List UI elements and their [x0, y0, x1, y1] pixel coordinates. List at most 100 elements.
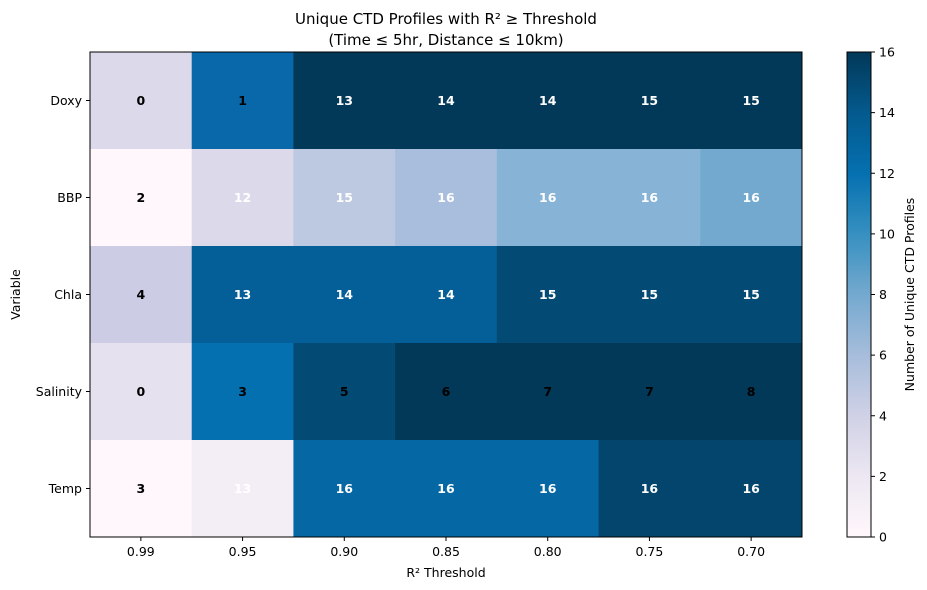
x-axis: 0.99 0.95 0.90 0.85 0.80 0.75 0.70	[127, 537, 765, 559]
cell-value-label: 3	[238, 384, 247, 399]
x-tick-label: 0.70	[737, 544, 765, 559]
heatmap-cell	[598, 246, 701, 344]
heatmap-cell	[598, 149, 701, 247]
heatmap-cell	[293, 52, 396, 150]
cell-value-label: 15	[539, 287, 556, 302]
x-axis-label: R² Threshold	[406, 565, 485, 580]
cell-value-label: 13	[234, 287, 251, 302]
colorbar-label: Number of Unique CTD Profiles	[902, 198, 917, 392]
colorbar-tick-label: 4	[879, 408, 887, 423]
cell-value-label: 14	[437, 93, 455, 108]
cell-value-label: 15	[742, 287, 759, 302]
chart-title-line-2: (Time ≤ 5hr, Distance ≤ 10km)	[328, 31, 563, 49]
colorbar-tick-label: 12	[879, 166, 895, 181]
heatmap-cell	[700, 149, 803, 247]
heatmap-cell	[395, 246, 498, 344]
heatmap-cell	[90, 246, 193, 344]
cell-value-label: 16	[539, 481, 557, 496]
cell-value-label: 15	[641, 93, 658, 108]
heatmap-cell	[496, 52, 600, 150]
heatmap-cell	[598, 440, 701, 538]
cell-value-label: 7	[645, 384, 654, 399]
x-tick-label: 0.95	[229, 544, 257, 559]
heatmap-cell	[90, 440, 193, 538]
cell-value-label: 6	[442, 384, 451, 399]
colorbar-tick-label: 16	[879, 45, 895, 60]
cell-value-label: 13	[336, 93, 353, 108]
x-tick-label: 0.80	[534, 544, 562, 559]
cell-value-label: 16	[641, 481, 659, 496]
cell-value-label: 16	[641, 190, 659, 205]
cell-value-label: 14	[336, 287, 354, 302]
heatmap-cell	[191, 149, 294, 247]
heatmap-cell	[598, 343, 701, 441]
cell-value-label: 8	[747, 384, 756, 399]
cell-value-label: 3	[137, 481, 146, 496]
heatmap-cell	[191, 440, 294, 538]
heatmap-cell	[293, 343, 396, 441]
cell-value-label: 15	[742, 93, 759, 108]
heatmap-cell	[191, 343, 294, 441]
cell-value-label: 16	[336, 481, 354, 496]
heatmap-cell	[395, 149, 498, 247]
colorbar-tick-label: 14	[879, 105, 895, 120]
heatmap-cell	[293, 246, 396, 344]
y-axis-label: Variable	[8, 269, 23, 320]
cell-value-label: 1	[238, 93, 247, 108]
heatmap-cell	[496, 440, 600, 538]
y-axis: Doxy BBP Chla Salinity Temp	[36, 93, 90, 496]
cell-value-label: 16	[742, 190, 760, 205]
heatmap-cell	[395, 52, 498, 150]
cell-value-label: 0	[137, 384, 146, 399]
heatmap-cell	[191, 246, 294, 344]
y-tick-label: BBP	[57, 190, 82, 205]
cell-value-label: 2	[137, 190, 146, 205]
colorbar-tick-label: 0	[879, 530, 887, 545]
colorbar-tick-label: 10	[879, 226, 895, 241]
heatmap-cell	[700, 52, 803, 150]
heatmap-cell	[191, 52, 294, 150]
heatmap-cell	[395, 343, 498, 441]
cell-value-label: 14	[539, 93, 557, 108]
colorbar-tick-label: 8	[879, 287, 887, 302]
heatmap-cell	[395, 440, 498, 538]
heatmap-cell	[700, 343, 803, 441]
cell-value-label: 15	[336, 190, 353, 205]
x-tick-label: 0.85	[432, 544, 460, 559]
x-tick-label: 0.90	[330, 544, 358, 559]
cell-value-label: 16	[539, 190, 557, 205]
heatmap-cell	[496, 343, 600, 441]
colorbar: 0 2 4 6 8 10 12 14 16	[846, 45, 895, 545]
colorbar-gradient	[846, 51, 872, 538]
heatmap-cell	[90, 343, 193, 441]
heatmap-cell	[90, 52, 193, 150]
heatmap-cell	[293, 440, 396, 538]
cell-value-label: 5	[340, 384, 349, 399]
cell-value-label: 4	[137, 287, 146, 302]
y-tick-label: Salinity	[36, 384, 83, 399]
heatmap-cell	[598, 52, 701, 150]
cell-value-label: 12	[234, 190, 251, 205]
heatmap-cell	[496, 149, 600, 247]
chart-title-line-1: Unique CTD Profiles with R² ≥ Threshold	[295, 10, 597, 28]
y-tick-label: Doxy	[50, 93, 82, 108]
cell-value-label: 0	[137, 93, 146, 108]
cell-value-label: 16	[742, 481, 760, 496]
y-tick-label: Chla	[54, 287, 82, 302]
colorbar-tick-label: 6	[879, 348, 887, 363]
cell-value-label: 7	[543, 384, 552, 399]
cell-value-label: 14	[437, 287, 455, 302]
heatmap-cell	[700, 246, 803, 344]
heatmap-cell	[496, 246, 600, 344]
y-tick-label: Temp	[48, 481, 82, 496]
colorbar-tick-label: 2	[879, 469, 887, 484]
cell-value-label: 16	[437, 190, 455, 205]
plot-area: 0 1 13 14 14 15 15 2 12 15 16 16 16 16 4 13 14 14 15 15 15 0 3…	[90, 52, 803, 538]
cell-value-label: 16	[437, 481, 455, 496]
cell-value-label: 13	[234, 481, 251, 496]
heatmap-cell	[90, 149, 193, 247]
heatmap-cell	[700, 440, 803, 538]
x-tick-label: 0.75	[636, 544, 664, 559]
x-tick-label: 0.99	[127, 544, 155, 559]
